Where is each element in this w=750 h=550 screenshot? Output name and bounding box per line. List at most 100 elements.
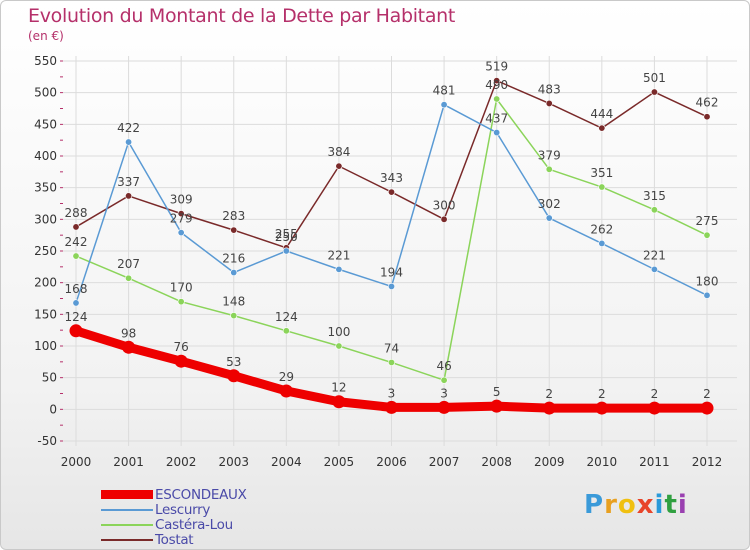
- data-point-tostat: [440, 215, 448, 223]
- data-label-castera-lou: 124: [275, 310, 298, 324]
- data-point-escondeaux: [122, 340, 136, 354]
- data-label-escondeaux: 2: [598, 387, 606, 401]
- legend-label-tostat: Tostat: [155, 531, 194, 548]
- logo-letter: t: [664, 490, 678, 520]
- legend-item-tostat: Tostat: [101, 531, 194, 548]
- data-point-escondeaux: [174, 354, 188, 368]
- data-label-castera-lou: 170: [170, 281, 193, 295]
- legend-swatch-lescurry: [101, 508, 153, 511]
- data-label-castera-lou: 315: [643, 189, 666, 203]
- data-point-tostat: [493, 77, 501, 85]
- data-label-lescurry: 302: [538, 197, 561, 211]
- data-label-lescurry: 221: [643, 248, 666, 262]
- x-tick-label: 2004: [271, 455, 302, 469]
- data-point-lescurry: [598, 239, 606, 247]
- data-point-lescurry: [125, 138, 133, 146]
- data-label-castera-lou: 207: [117, 257, 140, 271]
- data-point-tostat: [177, 210, 185, 218]
- data-point-castera-lou: [545, 165, 553, 173]
- data-label-lescurry: 437: [485, 112, 508, 126]
- data-label-escondeaux: 2: [703, 387, 711, 401]
- y-tick-label: 250: [34, 244, 57, 258]
- data-point-lescurry: [177, 229, 185, 237]
- data-point-escondeaux: [227, 369, 241, 383]
- x-tick-label: 2000: [61, 455, 92, 469]
- data-labels: 2883373092832553843433005194834445014622…: [65, 60, 719, 401]
- data-point-tostat: [703, 113, 711, 121]
- data-point-lescurry: [440, 101, 448, 109]
- proxiti-logo: Proxiti: [584, 490, 688, 520]
- data-point-castera-lou: [282, 327, 290, 335]
- data-label-castera-lou: 351: [590, 166, 613, 180]
- data-label-tostat: 444: [590, 107, 613, 121]
- legend-label-lescurry: Lescurry: [155, 501, 211, 518]
- data-label-lescurry: 180: [696, 274, 719, 288]
- data-point-tostat: [598, 124, 606, 132]
- data-point-tostat: [230, 226, 238, 234]
- data-label-escondeaux: 98: [121, 326, 136, 340]
- data-label-escondeaux: 3: [388, 386, 396, 400]
- data-label-castera-lou: 100: [327, 325, 350, 339]
- data-label-castera-lou: 74: [384, 341, 399, 355]
- x-tick-label: 2002: [166, 455, 197, 469]
- data-label-escondeaux: 76: [174, 340, 189, 354]
- data-label-castera-lou: 242: [65, 235, 88, 249]
- series-layer: [69, 77, 714, 415]
- data-point-tostat: [72, 223, 80, 231]
- logo-letter: P: [584, 490, 605, 520]
- y-tick-label: 150: [34, 307, 57, 321]
- data-point-tostat: [545, 99, 553, 107]
- x-tick-label: 2011: [639, 455, 670, 469]
- data-point-castera-lou: [335, 342, 343, 350]
- data-point-escondeaux: [647, 401, 661, 415]
- grid: [63, 56, 737, 446]
- data-point-tostat: [335, 162, 343, 170]
- logo-letter: r: [604, 490, 618, 520]
- data-label-tostat: 283: [222, 209, 245, 223]
- x-tick-label: 2010: [587, 455, 618, 469]
- data-label-escondeaux: 124: [65, 310, 88, 324]
- data-point-lescurry: [282, 247, 290, 255]
- data-point-castera-lou: [650, 206, 658, 214]
- data-point-castera-lou: [72, 252, 80, 260]
- data-label-escondeaux: 3: [440, 386, 448, 400]
- data-label-lescurry: 168: [65, 282, 88, 296]
- data-label-tostat: 337: [117, 175, 140, 189]
- data-label-tostat: 384: [327, 145, 350, 159]
- data-point-castera-lou: [493, 95, 501, 103]
- x-tick-label: 2003: [218, 455, 249, 469]
- logo-letter: o: [617, 490, 637, 520]
- data-point-escondeaux: [385, 400, 398, 414]
- legend-swatch-escondeaux: [101, 490, 153, 499]
- y-tick-label: 550: [34, 54, 57, 68]
- y-tick-label: 200: [34, 276, 57, 290]
- data-point-castera-lou: [387, 358, 395, 366]
- data-label-castera-lou: 490: [485, 78, 508, 92]
- data-point-lescurry: [230, 269, 238, 277]
- data-point-tostat: [125, 192, 133, 200]
- x-tick-label: 2008: [481, 455, 512, 469]
- data-label-escondeaux: 53: [226, 355, 241, 369]
- chart-subtitle: (en €): [28, 29, 64, 43]
- logo-letter: i: [654, 490, 665, 520]
- data-label-escondeaux: 5: [493, 385, 501, 399]
- y-tick-label: 300: [34, 212, 57, 226]
- data-point-tostat: [387, 188, 395, 196]
- data-label-tostat: 501: [643, 71, 666, 85]
- logo-letter: x: [636, 490, 655, 520]
- data-label-tostat: 462: [696, 96, 719, 110]
- y-tick-label: 50: [42, 371, 57, 385]
- data-label-lescurry: 262: [590, 222, 613, 236]
- data-label-tostat: 343: [380, 171, 403, 185]
- data-point-castera-lou: [125, 274, 133, 282]
- data-label-tostat: 309: [170, 193, 193, 207]
- data-label-escondeaux: 29: [279, 370, 294, 384]
- x-tick-label: 2012: [692, 455, 723, 469]
- data-label-tostat: 483: [538, 82, 561, 96]
- x-tick-label: 2001: [113, 455, 144, 469]
- data-point-escondeaux: [542, 401, 556, 415]
- y-tick-label: 350: [34, 181, 57, 195]
- legend-item-escondeaux: ESCONDEAUX: [101, 487, 247, 503]
